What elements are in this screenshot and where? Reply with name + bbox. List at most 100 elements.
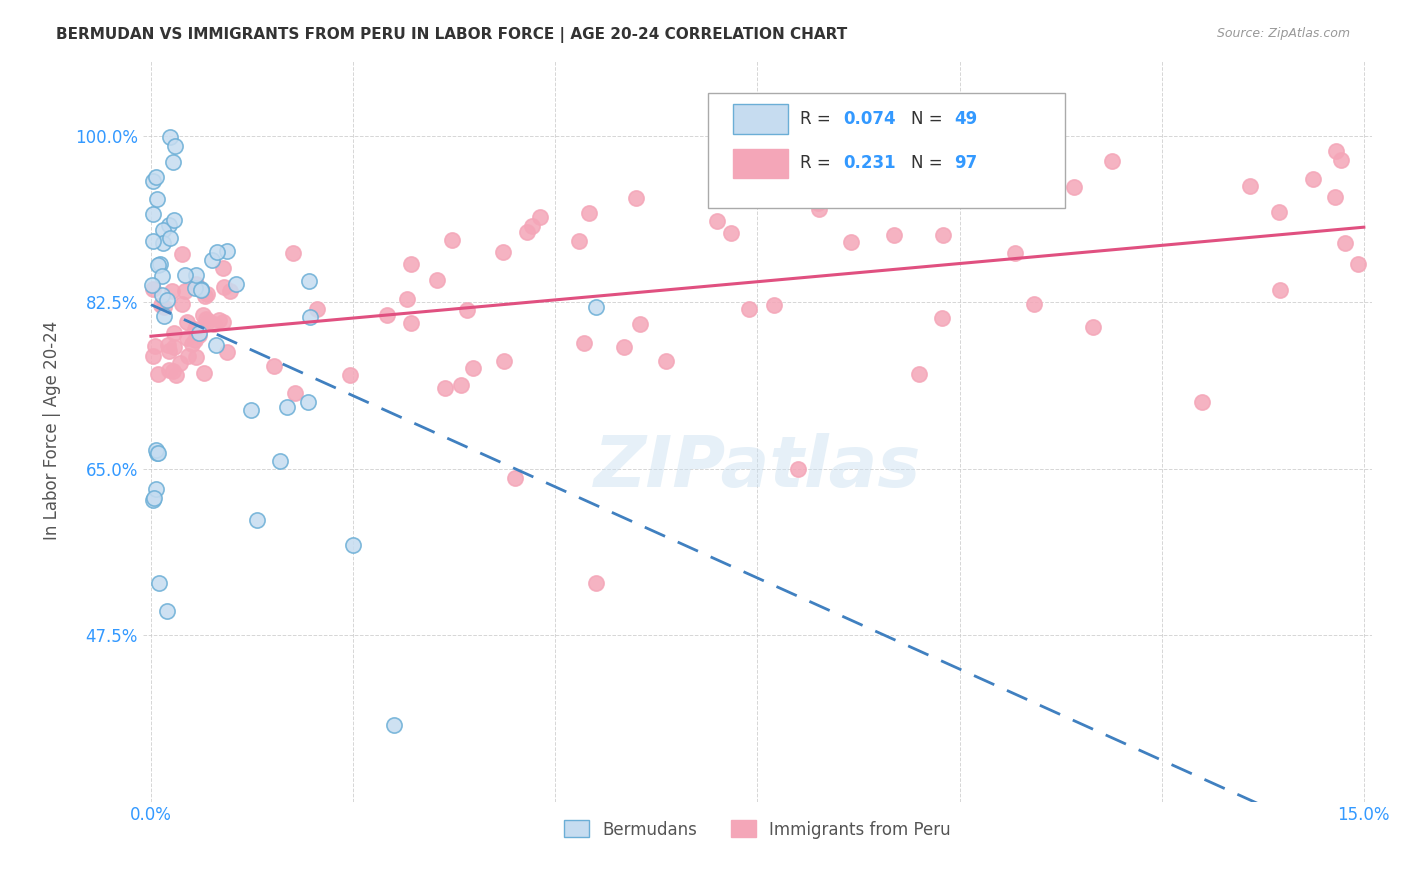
Point — [1302, 172, 1324, 186]
Point — [156, 293, 179, 307]
Point — [190, 283, 212, 297]
Point — [434, 381, 457, 395]
Point — [152, 223, 174, 237]
Point — [212, 261, 235, 276]
Point — [1101, 154, 1123, 169]
Text: N =: N = — [911, 154, 942, 172]
Point — [1267, 205, 1289, 219]
FancyBboxPatch shape — [709, 93, 1064, 208]
Point — [572, 336, 595, 351]
Point — [298, 310, 321, 324]
Point — [165, 368, 187, 382]
Point — [142, 174, 165, 188]
Point — [142, 492, 165, 507]
Text: BERMUDAN VS IMMIGRANTS FROM PERU IN LABOR FORCE | AGE 20-24 CORRELATION CHART: BERMUDAN VS IMMIGRANTS FROM PERU IN LABO… — [56, 27, 848, 43]
Point — [1324, 144, 1347, 158]
Point — [184, 333, 207, 347]
Point — [585, 300, 607, 314]
Point — [205, 245, 228, 260]
Point — [516, 225, 538, 239]
Point — [1347, 257, 1369, 271]
Text: 97: 97 — [955, 154, 977, 172]
Text: R =: R = — [800, 110, 837, 128]
Point — [162, 212, 184, 227]
Point — [146, 446, 169, 460]
Point — [187, 326, 209, 340]
Point — [269, 454, 291, 468]
Point — [1334, 236, 1357, 251]
Point — [503, 471, 526, 485]
Point — [174, 268, 197, 282]
Point — [194, 289, 217, 303]
Point — [187, 327, 209, 342]
Point — [145, 446, 167, 460]
Point — [307, 301, 329, 316]
Point — [142, 349, 165, 363]
Point — [399, 257, 422, 271]
Point — [382, 718, 405, 732]
Point — [146, 258, 169, 272]
Point — [281, 245, 304, 260]
Point — [150, 287, 173, 301]
Point — [143, 339, 166, 353]
FancyBboxPatch shape — [733, 149, 789, 178]
Point — [159, 230, 181, 244]
Point — [150, 298, 173, 312]
Point — [492, 245, 515, 260]
Point — [738, 301, 761, 316]
Point — [163, 326, 186, 341]
Point — [172, 246, 194, 260]
Point — [883, 228, 905, 243]
Point — [1191, 395, 1213, 409]
Point — [568, 235, 591, 249]
Point — [399, 316, 422, 330]
Point — [298, 274, 321, 288]
Point — [1083, 320, 1105, 334]
Point — [529, 210, 551, 224]
Point — [145, 169, 167, 184]
Point — [145, 443, 167, 458]
Point — [1268, 284, 1291, 298]
Point — [157, 218, 180, 232]
Point — [176, 316, 198, 330]
Point — [181, 337, 204, 351]
Point — [190, 282, 212, 296]
Point — [194, 311, 217, 326]
Point — [932, 228, 955, 243]
Point — [162, 364, 184, 378]
Point — [613, 340, 636, 354]
Point — [461, 361, 484, 376]
Point — [375, 309, 398, 323]
Point — [163, 139, 186, 153]
Point — [145, 482, 167, 496]
Point — [1330, 153, 1353, 168]
Point — [342, 538, 364, 552]
Point — [170, 296, 193, 310]
Point — [520, 219, 543, 233]
Point — [157, 362, 180, 376]
Point — [141, 277, 163, 292]
Point — [142, 491, 165, 505]
FancyBboxPatch shape — [733, 104, 789, 134]
Point — [931, 311, 953, 326]
Point — [585, 575, 607, 590]
Text: 0.074: 0.074 — [844, 110, 896, 128]
Point — [762, 298, 785, 312]
Point — [628, 317, 651, 331]
Point — [578, 206, 600, 220]
Point — [263, 359, 285, 373]
Point — [195, 287, 218, 301]
Point — [655, 354, 678, 368]
Point — [193, 367, 215, 381]
Point — [208, 312, 231, 326]
Point — [148, 575, 170, 590]
Point — [1004, 246, 1026, 260]
Point — [225, 277, 247, 291]
Point — [142, 234, 165, 248]
Point — [176, 331, 198, 345]
Point — [152, 300, 174, 314]
Text: 49: 49 — [955, 110, 977, 128]
Point — [720, 226, 742, 240]
Text: Source: ZipAtlas.com: Source: ZipAtlas.com — [1216, 27, 1350, 40]
Point — [426, 273, 449, 287]
